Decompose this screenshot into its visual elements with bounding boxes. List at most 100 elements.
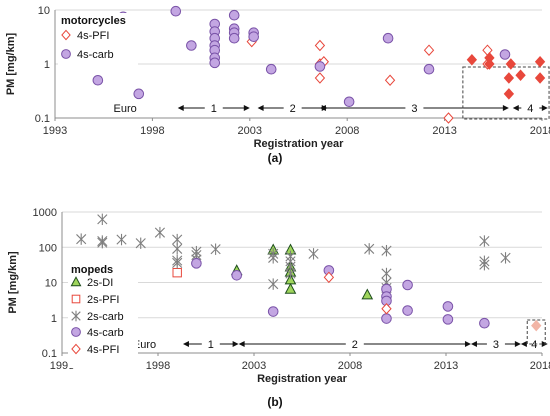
data-point: [154, 226, 166, 239]
y-tick-label: 1000: [33, 207, 57, 219]
data-point: [265, 63, 277, 75]
euro-arrowhead-left: [238, 341, 245, 347]
data-point: [172, 257, 183, 269]
data-point: [191, 258, 202, 269]
legend-entry-label: 2s-PFI: [87, 294, 119, 306]
data-point: [384, 74, 396, 87]
data-point: [97, 213, 108, 226]
euro-stage-label: 3: [493, 339, 499, 351]
data-point: [61, 49, 71, 59]
euro-stage-label: 2: [352, 339, 358, 351]
data-point: [442, 301, 454, 312]
data-point: [515, 69, 526, 81]
x-tick-label: 1998: [146, 360, 170, 372]
euro-title: Euro: [133, 339, 156, 351]
data-point: [268, 278, 279, 290]
y-tick-label: 0.1: [42, 348, 57, 360]
euro-stage-label: 4: [527, 103, 533, 115]
y-tick-label: 1: [44, 59, 50, 71]
data-point: [71, 327, 81, 337]
x-axis-label: Registration year: [254, 138, 345, 150]
x-tick-label: 2003: [238, 125, 262, 137]
data-point: [71, 343, 81, 355]
data-point: [423, 63, 435, 75]
data-point: [364, 243, 375, 255]
legend-entry-label: 2s-carb: [87, 311, 124, 323]
y-tick-label: 1: [51, 313, 57, 325]
data-point: [172, 243, 183, 255]
y-tick-label: 10: [38, 5, 50, 17]
data-point: [61, 29, 71, 41]
highlight-box: [526, 319, 546, 345]
euro-arrowhead-left: [520, 341, 527, 347]
data-point: [285, 267, 296, 280]
euro-stage-label: 2: [290, 103, 296, 115]
panel-label: (b): [267, 395, 282, 409]
x-tick-label: 2018: [530, 360, 550, 372]
x-tick-label: 1998: [140, 125, 164, 137]
data-point: [268, 252, 279, 264]
euro-stage-arrow: 1: [182, 339, 239, 351]
x-tick-label: 2008: [338, 360, 362, 372]
euro-stage-arrow: 3: [470, 339, 521, 351]
data-point: [503, 72, 515, 84]
data-point: [314, 72, 326, 84]
data-point: [534, 72, 546, 84]
data-point: [402, 279, 413, 291]
data-point: [76, 233, 87, 245]
data-point: [71, 310, 81, 322]
euro-stage-arrow: 3: [319, 103, 509, 115]
data-point: [381, 244, 392, 257]
series-4s-pfi-boxed-: [531, 319, 542, 332]
series-4s-pfi-boxed-: [466, 52, 546, 100]
y-axis-label: PM [mg/km]: [7, 251, 19, 314]
data-point: [231, 270, 243, 281]
euro-arrowhead-right: [243, 105, 250, 111]
euro-stage-arrow: 4: [520, 339, 548, 351]
data-point: [314, 39, 326, 52]
euro-arrowhead-left: [512, 105, 519, 111]
x-tick-label: 1993: [43, 125, 67, 137]
panel-label: (a): [268, 151, 283, 165]
data-point: [314, 61, 326, 72]
data-point: [209, 57, 221, 69]
data-point: [92, 74, 104, 86]
data-point: [500, 252, 511, 264]
euro-arrowhead-right: [232, 341, 239, 347]
data-point: [210, 243, 221, 255]
legend-entry-label: 4s-PFI: [77, 30, 109, 42]
data-point: [531, 319, 542, 332]
data-point: [479, 317, 490, 329]
euro-title: Euro: [114, 103, 137, 115]
data-point: [70, 276, 82, 287]
euro-stage-arrow: 4: [512, 103, 548, 115]
euro-arrowhead-left: [257, 105, 264, 111]
data-point: [248, 31, 259, 43]
data-point: [503, 88, 515, 100]
series-4s-carb: [92, 5, 511, 108]
data-point: [442, 314, 454, 325]
data-point: [423, 44, 435, 56]
x-tick-label: 2018: [530, 125, 550, 137]
y-tick-label: 10: [45, 278, 57, 290]
euro-arrowhead-right: [502, 105, 509, 111]
data-point: [381, 303, 392, 315]
series-4s-pfi: [246, 35, 493, 124]
legend-background: [68, 262, 138, 368]
panel-b: 0.11101001000199319982003200820132018Reg…: [7, 207, 550, 409]
data-point: [323, 271, 335, 284]
data-point: [466, 53, 478, 66]
euro-stage-label: 1: [211, 103, 217, 115]
data-point: [186, 40, 197, 51]
legend-entry-label: 4s-carb: [87, 327, 124, 339]
euro-stage-label: 3: [411, 103, 417, 115]
euro-stage-label: 1: [208, 339, 214, 351]
euro-arrowhead-left: [182, 341, 189, 347]
euro-arrowhead-left: [319, 105, 326, 111]
euro-arrowhead-right: [464, 341, 471, 347]
data-point: [284, 282, 297, 294]
data-point: [402, 305, 413, 316]
data-point: [382, 32, 394, 44]
